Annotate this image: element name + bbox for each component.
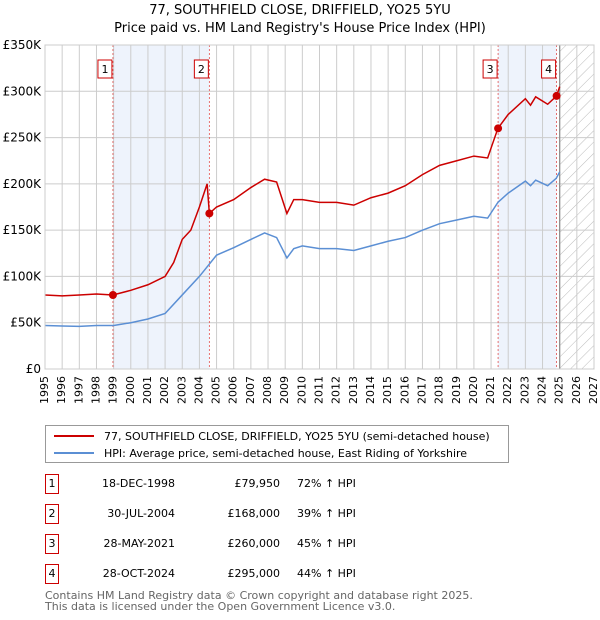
price-chart: 1995 1996 1997 1998 1999 2000 2001 2002 2003 2004… (3, 38, 600, 404)
y-tick-label: £200K (3, 177, 43, 191)
sale-label-box (482, 59, 498, 79)
plot-border (44, 44, 595, 370)
x-tick-label: 2005 (210, 376, 223, 404)
legend: 77, SOUTHFIELD CLOSE, DRIFFIELD, YO25 5Y… (45, 425, 509, 463)
sale-label: 4 (545, 63, 552, 76)
table-row: 1 18-DEC-1998 £79,950 72% ↑ HPI (45, 474, 445, 494)
x-tick-label: 2001 (141, 376, 154, 404)
sale-label: 2 (198, 63, 205, 76)
sale-hpi-change: 39% ↑ HPI (297, 507, 356, 520)
legend-swatch-red (54, 435, 94, 437)
y-tick-label: £50K (10, 316, 42, 330)
sale-date: 28-MAY-2021 (103, 537, 175, 550)
sale-point (205, 209, 214, 218)
series-line (44, 86, 561, 297)
sale-date: 30-JUL-2004 (107, 507, 175, 520)
sale-date: 28-OCT-2024 (102, 567, 175, 580)
x-tick-label: 2007 (244, 376, 257, 404)
x-tick-label: 2016 (398, 376, 411, 404)
legend-swatch-blue (54, 452, 94, 454)
sale-price: £79,950 (234, 477, 281, 490)
legend-item-hpi: HPI: Average price, semi-detached house,… (54, 445, 467, 461)
y-tick-label: £100K (3, 269, 43, 283)
sale-hpi-change: 44% ↑ HPI (297, 567, 356, 580)
sale-point (494, 124, 503, 133)
sale-label-box (541, 59, 557, 79)
sale-point (552, 91, 561, 100)
sale-number-badge: 4 (45, 564, 59, 584)
legend-label: HPI: Average price, semi-detached house,… (104, 446, 468, 460)
sale-hpi-change: 45% ↑ HPI (297, 537, 356, 550)
sale-price: £168,000 (227, 507, 281, 520)
x-tick-label: 2024 (536, 376, 549, 404)
sale-number-badge: 1 (45, 474, 59, 494)
x-tick-label: 2017 (415, 376, 428, 404)
sale-date: 18-DEC-1998 (101, 477, 175, 490)
x-tick-label: 2002 (158, 376, 171, 404)
chart-title: 77, SOUTHFIELD CLOSE, DRIFFIELD, YO25 5Y… (149, 3, 451, 18)
y-tick-label: £250K (3, 131, 43, 145)
x-tick-label: 2003 (175, 376, 188, 404)
x-tick-label: 1996 (55, 376, 68, 404)
sale-period-shading (112, 45, 210, 369)
chart-subtitle: Price paid vs. HM Land Registry's House … (114, 21, 486, 36)
x-tick-label: 2013 (347, 376, 360, 404)
sale-label-box (97, 59, 113, 79)
table-row: 2 30-JUL-2004 £168,000 39% ↑ HPI (45, 504, 445, 524)
x-tick-label: 2026 (570, 376, 583, 404)
sale-number-badge: 3 (45, 534, 59, 554)
x-tick-label: 2019 (450, 376, 463, 404)
sale-period-shading (498, 45, 557, 369)
x-tick-label: 2025 (553, 376, 566, 404)
x-tick-label: 1995 (38, 376, 51, 404)
sale-label: 3 (487, 63, 494, 76)
x-tick-label: 2020 (467, 376, 480, 404)
x-tick-label: 2018 (433, 376, 446, 404)
footer-line-1: Contains HM Land Registry data © Crown c… (45, 589, 473, 602)
x-tick-label: 2009 (278, 376, 291, 404)
sale-price: £260,000 (227, 537, 281, 550)
x-tick-label: 2021 (484, 376, 497, 404)
series-line (44, 171, 561, 328)
x-tick-label: 2015 (381, 376, 394, 404)
y-tick-label: £150K (3, 223, 43, 237)
x-tick-label: 1998 (89, 376, 102, 404)
x-tick-label: 2010 (295, 376, 308, 404)
x-tick-label: 1997 (72, 376, 85, 404)
sale-label: 1 (101, 63, 108, 76)
sale-label-box (193, 59, 209, 79)
x-tick-label: 2027 (587, 376, 600, 404)
footer-line-2: This data is licensed under the Open Gov… (45, 600, 396, 613)
legend-item-property: 77, SOUTHFIELD CLOSE, DRIFFIELD, YO25 5Y… (54, 428, 490, 444)
sale-point (108, 290, 117, 299)
y-tick-label: £300K (3, 84, 43, 98)
legend-label: 77, SOUTHFIELD CLOSE, DRIFFIELD, YO25 5Y… (104, 429, 490, 443)
sale-price: £295,000 (227, 567, 281, 580)
y-tick-label: £350K (3, 38, 43, 52)
table-row: 3 28-MAY-2021 £260,000 45% ↑ HPI (45, 534, 445, 554)
x-tick-label: 2014 (364, 376, 377, 404)
x-tick-label: 2000 (124, 376, 137, 404)
x-tick-label: 2008 (261, 376, 274, 404)
x-tick-label: 2006 (227, 376, 240, 404)
sale-hpi-change: 72% ↑ HPI (297, 477, 356, 490)
x-tick-label: 2011 (313, 376, 326, 404)
x-tick-label: 2004 (192, 376, 205, 404)
x-tick-label: 1999 (107, 376, 120, 404)
y-tick-label: £0 (26, 362, 41, 376)
x-tick-label: 2022 (501, 376, 514, 404)
x-tick-label: 2023 (518, 376, 531, 404)
sale-number-badge: 2 (45, 504, 59, 524)
table-row: 4 28-OCT-2024 £295,000 44% ↑ HPI (45, 564, 445, 584)
x-tick-label: 2012 (330, 376, 343, 404)
